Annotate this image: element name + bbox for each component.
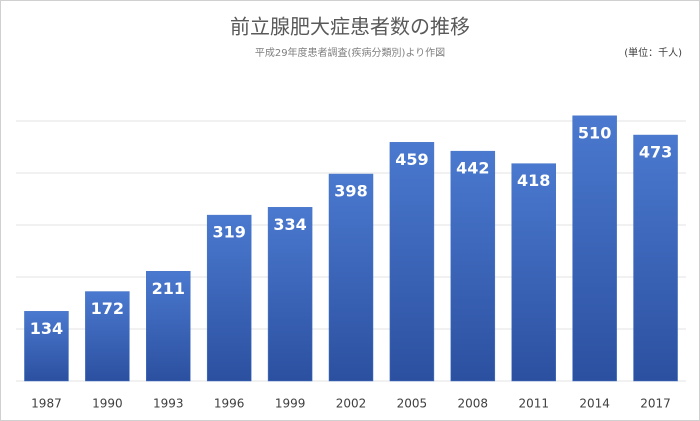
value-label: 398: [334, 182, 367, 201]
bar: [572, 115, 617, 382]
bar: [206, 214, 252, 382]
x-tick-label: 1999: [275, 397, 306, 411]
bar: [146, 271, 191, 382]
bar: [450, 150, 496, 382]
x-tick-label: 1993: [153, 397, 184, 411]
bar: [24, 311, 69, 382]
value-label: 473: [639, 143, 672, 162]
unit-note: (単位：千人): [624, 46, 682, 59]
bar: [267, 207, 313, 382]
x-tick-label: 2008: [458, 397, 489, 411]
value-label: 418: [517, 171, 550, 190]
x-tick-label: 1987: [31, 397, 62, 411]
value-label: 172: [91, 299, 124, 318]
bar: [389, 142, 435, 382]
bar: [633, 134, 678, 382]
value-label: 211: [152, 279, 185, 298]
value-label: 134: [30, 319, 63, 338]
x-tick-label: 2017: [640, 397, 671, 411]
x-tick-label: 1996: [214, 397, 245, 411]
bar: [511, 163, 556, 382]
x-tick-label: 1990: [92, 397, 123, 411]
chart-title: 前立腺肥大症患者数の推移: [230, 15, 470, 39]
x-tick-label: 2014: [579, 397, 610, 411]
value-label: 459: [395, 150, 428, 169]
value-label: 334: [273, 215, 306, 234]
x-tick-label: 2002: [336, 397, 367, 411]
bar: [328, 173, 374, 382]
value-label: 442: [456, 159, 489, 178]
chart-subtitle: 平成29年度患者調査(疾病分類別)より作図: [255, 46, 445, 59]
value-label: 319: [212, 223, 245, 242]
x-tick-label: 2005: [397, 397, 428, 411]
value-label: 510: [578, 123, 611, 142]
x-tick-label: 2011: [518, 397, 549, 411]
bar: [85, 291, 130, 382]
